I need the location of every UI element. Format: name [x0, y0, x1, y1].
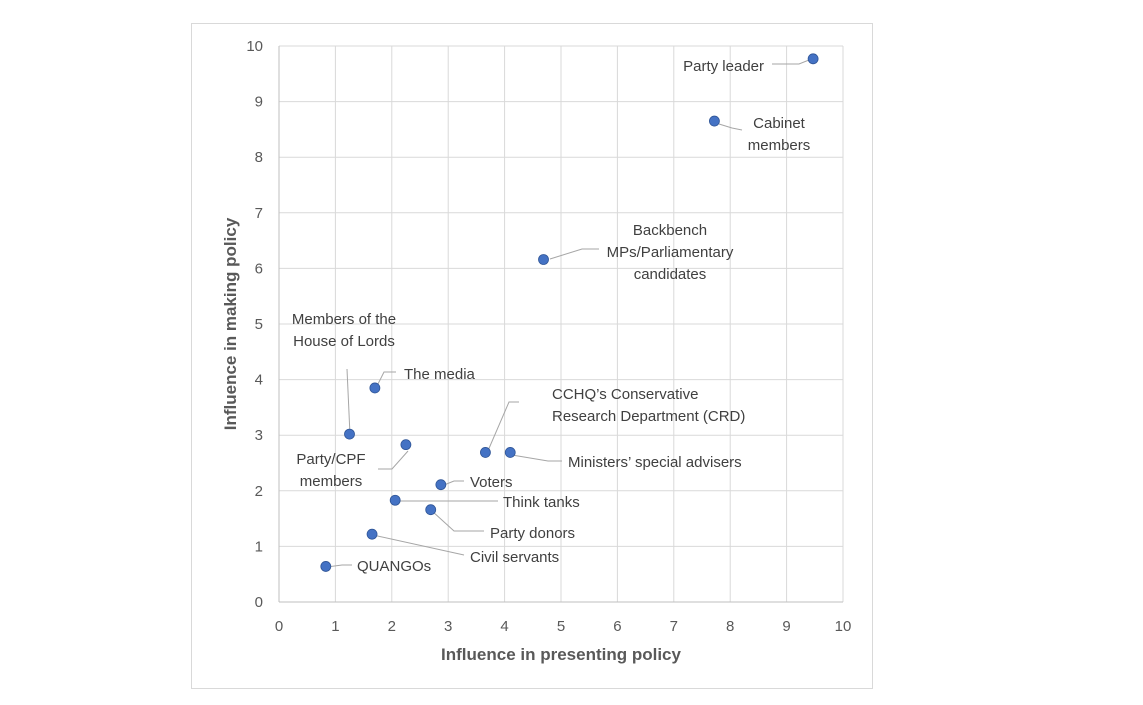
x-tick-label: 5 — [557, 618, 565, 635]
data-label: Cabinet members — [748, 115, 811, 154]
y-tick-label: 10 — [246, 38, 263, 55]
x-tick-label: 8 — [726, 618, 734, 635]
y-tick-label: 3 — [255, 427, 263, 444]
x-tick-label: 1 — [331, 618, 339, 635]
data-label: Ministers’ special advisers — [568, 454, 742, 471]
data-label-line: CCHQ’s Conservative — [552, 386, 698, 403]
data-point — [480, 447, 491, 458]
leader-line — [346, 368, 351, 436]
y-tick-label: 0 — [255, 594, 263, 611]
scatter-plot: 0 1 2 3 4 5 6 7 8 9 10 0 1 2 3 4 5 6 7 8 9 10 Party leader Ca… — [221, 38, 852, 664]
leader-line — [378, 450, 409, 470]
data-label-line: Party leader — [683, 58, 764, 75]
x-tick-label: 10 — [835, 618, 852, 635]
data-point — [369, 382, 381, 394]
y-tick-label: 8 — [255, 149, 263, 166]
x-axis-title: Influence in presenting policy — [441, 645, 681, 664]
y-tick-labels: 0 1 2 3 4 5 6 7 8 9 10 — [246, 38, 263, 611]
data-point — [400, 439, 412, 451]
data-label-line: Cabinet — [753, 115, 806, 132]
chart-frame: 0 1 2 3 4 5 6 7 8 9 10 0 1 2 3 4 5 6 7 8 9 10 Party leader Ca… — [191, 23, 873, 689]
leader-line — [772, 57, 815, 65]
leader-line — [376, 371, 396, 387]
data-label-line: Members of the — [292, 311, 396, 328]
data-point — [435, 479, 447, 491]
data-label: Party donors — [490, 525, 575, 542]
leader-line — [718, 123, 743, 131]
leader-line — [549, 248, 599, 260]
data-point — [709, 115, 720, 127]
data-label: QUANGOs — [357, 558, 431, 575]
leader-line — [326, 564, 352, 568]
data-label-line: Backbench — [633, 222, 707, 239]
x-tick-label: 0 — [275, 618, 283, 635]
data-label-line: House of Lords — [293, 333, 395, 350]
y-tick-label: 2 — [255, 483, 263, 500]
data-label: Civil servants — [470, 549, 559, 566]
data-label: Members of the House of Lords — [292, 311, 396, 350]
y-tick-label: 5 — [255, 316, 263, 333]
data-label-line: Party/CPF — [296, 451, 365, 468]
data-label: Party/CPF members — [296, 451, 365, 490]
leader-line — [486, 401, 519, 454]
leader-line — [511, 454, 562, 462]
gridlines — [279, 45, 844, 602]
x-tick-label: 9 — [782, 618, 790, 635]
data-label: CCHQ’s Conservative Research Department (… — [552, 386, 745, 425]
data-point — [425, 504, 437, 516]
data-points — [320, 53, 819, 572]
x-tick-labels: 0 1 2 3 4 5 6 7 8 9 10 — [275, 618, 852, 635]
data-label-line: Research Department (CRD) — [552, 408, 745, 425]
data-label-line: members — [300, 473, 363, 490]
data-point — [504, 447, 516, 458]
x-tick-label: 3 — [444, 618, 452, 635]
data-label: Voters — [470, 474, 513, 491]
data-labels: Party leader Cabinet members Backbench MPs/P… — [292, 58, 810, 575]
data-point — [366, 528, 378, 540]
data-label-line: members — [748, 137, 811, 154]
data-label-line: Ministers’ special advisers — [568, 454, 742, 471]
y-tick-label: 6 — [255, 260, 263, 277]
data-label-line: candidates — [634, 266, 707, 283]
x-tick-label: 4 — [500, 618, 508, 635]
data-label: The media — [404, 366, 476, 383]
data-label-line: QUANGOs — [357, 558, 431, 575]
y-tick-label: 1 — [255, 538, 263, 555]
leader-line — [431, 510, 484, 532]
data-label-line: Voters — [470, 474, 513, 491]
data-point — [389, 494, 401, 506]
data-label-line: Civil servants — [470, 549, 559, 566]
x-tick-label: 2 — [388, 618, 396, 635]
data-label-line: Think tanks — [503, 494, 580, 511]
y-axis-title: Influence in making policy — [221, 217, 240, 430]
leader-line — [443, 480, 464, 486]
data-label: Party leader — [683, 58, 764, 75]
y-tick-label: 9 — [255, 94, 263, 111]
data-point — [807, 53, 819, 65]
y-tick-label: 4 — [255, 372, 263, 389]
data-point — [320, 561, 332, 572]
axes — [278, 46, 843, 603]
leader-line — [372, 534, 465, 556]
x-tick-label: 6 — [613, 618, 621, 635]
y-tick-label: 7 — [255, 205, 263, 222]
data-label-line: The media — [404, 366, 476, 383]
data-label-line: Party donors — [490, 525, 575, 542]
x-tick-label: 7 — [670, 618, 678, 635]
data-point — [344, 428, 355, 440]
data-label: Think tanks — [503, 494, 580, 511]
data-point — [538, 254, 549, 265]
data-label: Backbench MPs/Parliamentary candidates — [607, 222, 734, 283]
data-label-line: MPs/Parliamentary — [607, 244, 734, 261]
